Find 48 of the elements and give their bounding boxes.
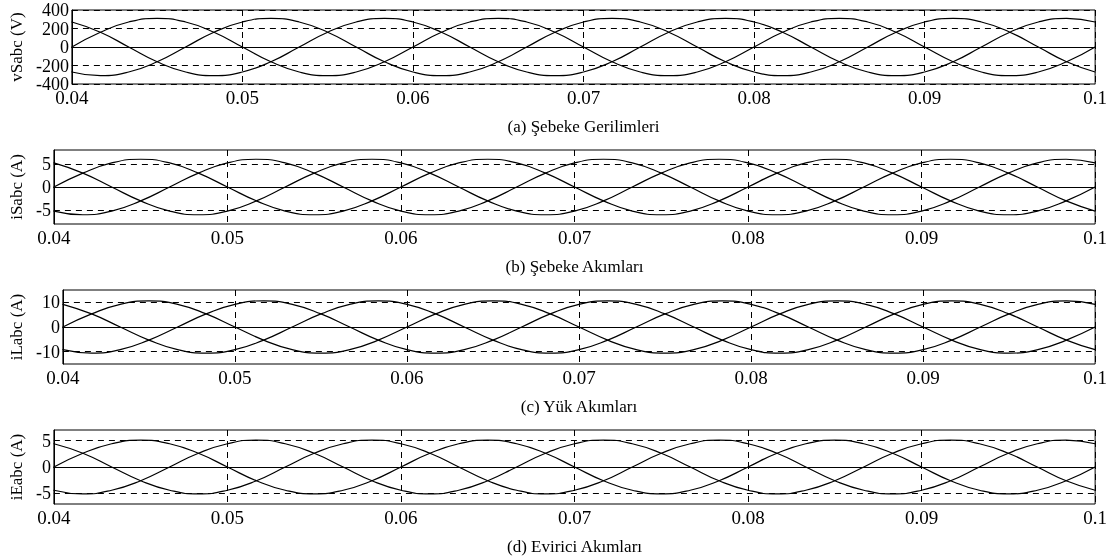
x-tick-label: 0.09 <box>906 367 940 388</box>
y-tick-label: -5 <box>35 483 51 504</box>
x-tick-label: 0.04 <box>46 367 81 388</box>
x-tick-label: 0.05 <box>210 227 245 248</box>
x-tick-label: 0.09 <box>904 507 939 528</box>
y-tick-label: -200 <box>35 55 69 76</box>
y-tick-label: 5 <box>41 430 51 451</box>
x-tick-label: 0.07 <box>566 87 601 108</box>
y-axis-title: iEabc (A) <box>7 433 26 501</box>
y-tick-label: 0 <box>50 317 60 337</box>
x-tick-label: 0.04 <box>37 507 72 528</box>
x-tick-label: 0.08 <box>731 507 765 528</box>
y-tick-label: 10 <box>41 292 60 313</box>
y-tick-label: 0 <box>41 457 51 477</box>
x-tick-label: 0.07 <box>557 227 592 248</box>
y-tick-label: 0 <box>41 177 51 197</box>
x-tick-label: 0.09 <box>904 227 939 248</box>
x-tick-label: 0.07 <box>557 507 592 528</box>
x-tick-label: 0.1 <box>1083 367 1107 388</box>
x-tick-label: 0.05 <box>225 87 260 108</box>
x-tick-label: 0.1 <box>1083 87 1107 108</box>
x-tick-label: 0.08 <box>737 87 771 108</box>
x-tick-label: 0.1 <box>1083 507 1107 528</box>
x-tick-label: 0.05 <box>218 367 252 388</box>
x-tick-label: 0.06 <box>390 367 424 388</box>
x-tick-label: 0.1 <box>1083 227 1107 248</box>
y-tick-label: -10 <box>35 341 60 362</box>
x-tick-label: 0.09 <box>907 87 942 108</box>
x-axis-title: (a) Şebeke Gerilimleri <box>507 117 660 136</box>
y-tick-label: 400 <box>41 0 69 20</box>
y-tick-label: -5 <box>35 200 51 221</box>
y-axis-title: iLabc (A) <box>7 293 26 361</box>
x-tick-label: 0.06 <box>384 227 418 248</box>
x-tick-label: 0.08 <box>731 227 765 248</box>
y-tick-label: 5 <box>41 153 51 174</box>
y-tick-label: 200 <box>41 18 69 39</box>
x-tick-label: 0.08 <box>734 367 768 388</box>
x-tick-label: 0.06 <box>396 87 430 108</box>
x-tick-label: 0.06 <box>384 507 418 528</box>
x-axis-title: (b) Şebeke Akımları <box>505 257 644 276</box>
x-axis-title: (c) Yük Akımları <box>520 397 638 416</box>
x-axis-title: (d) Evirici Akımları <box>506 537 643 556</box>
x-tick-label: 0.04 <box>37 227 72 248</box>
y-axis-title: iSabc (A) <box>7 154 26 220</box>
x-tick-label: 0.05 <box>210 507 245 528</box>
y-axis-title: vSabc (V) <box>7 12 26 82</box>
x-tick-label: 0.07 <box>562 367 596 388</box>
y-tick-label: 0 <box>59 37 69 57</box>
